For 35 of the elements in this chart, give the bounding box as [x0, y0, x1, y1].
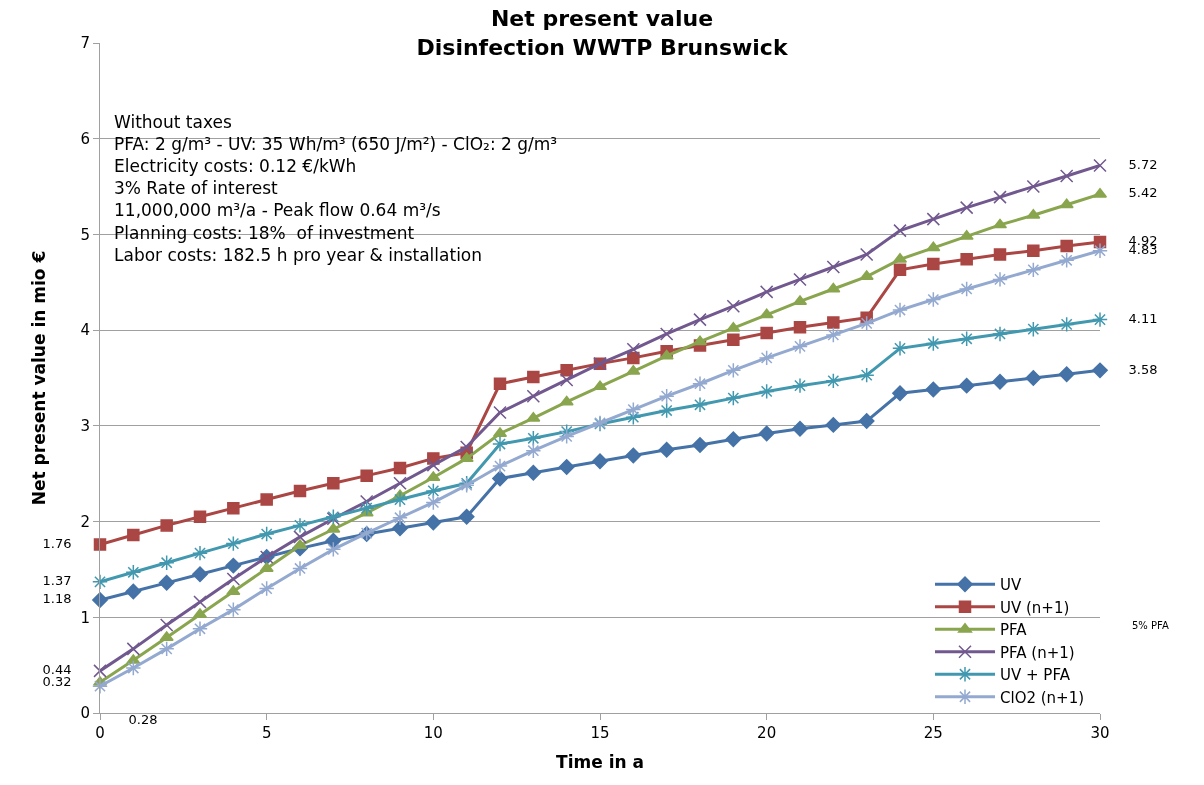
- legend-label: UV + PFA: [1000, 666, 1071, 685]
- text: 5% PFA: [1132, 620, 1169, 631]
- annotation: Without taxes PFA: 2 g/m³ - UV: 35 Wh/m³ (650 J/m²) - ClO₂: 2 g/m³ Electricity costs: 0.12 €/kWh 3% Rate of interest 11,000,000 m³/a - Peak flow 0.64 m³/s Planning costs: 18% of investment Labor costs: 182.5 h pro year & installation: [114, 112, 558, 265]
- y-tick-label: 1: [80, 608, 90, 627]
- data-label: 1.18: [42, 591, 72, 607]
- y-tick-label: 2: [80, 512, 90, 531]
- legend-label: UV (n+1): [1000, 598, 1070, 617]
- data-label: 5.42: [1128, 185, 1158, 201]
- legend-label: ClO2 (n+1): [1000, 688, 1085, 707]
- x-tick-label: 0: [95, 724, 105, 742]
- data-label: 3.58: [1128, 361, 1158, 377]
- x-tick-label: 10: [423, 724, 443, 742]
- y-tick-label: 6: [80, 129, 90, 148]
- legend-label: PFA (n+1): [1000, 643, 1075, 662]
- chart-subtitle: Disinfection WWTP Brunswick: [416, 35, 789, 60]
- data-label: 4.11: [1128, 310, 1158, 326]
- data-label: 5.72: [1128, 156, 1158, 172]
- x-tick-label: 30: [1090, 724, 1110, 742]
- y-tick-label: 5: [80, 225, 90, 244]
- chart-title: Net present value: [490, 6, 714, 32]
- x-tick-label: 15: [590, 724, 610, 742]
- data-label: 1.76: [42, 535, 72, 551]
- x-tick-label: 5: [261, 724, 272, 742]
- y-tick-label: 7: [80, 34, 90, 53]
- x-tick-label: 20: [757, 724, 777, 742]
- x-axis-title: Time in a: [556, 752, 644, 773]
- legend-label: PFA: [1000, 621, 1028, 640]
- y-tick-label: 3: [80, 417, 90, 436]
- y-axis-title: Net present value in mio €: [29, 250, 49, 506]
- data-label: 0.28: [128, 712, 158, 728]
- legend-label: UV: [1000, 576, 1022, 595]
- x-tick-label: 25: [923, 724, 943, 742]
- data-label: 1.37: [42, 573, 72, 589]
- y-tick-label: 0: [80, 704, 90, 723]
- y-tick-label: 4: [80, 321, 90, 340]
